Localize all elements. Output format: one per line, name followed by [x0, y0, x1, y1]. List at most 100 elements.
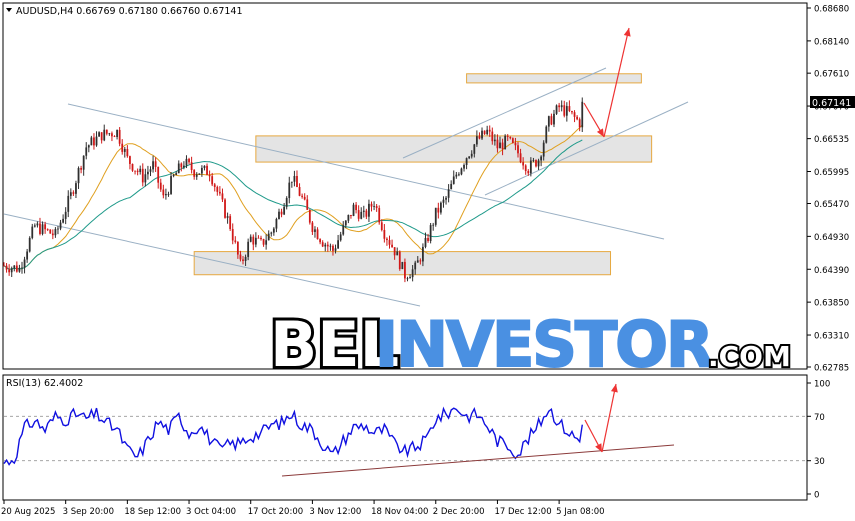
candle-body	[488, 129, 491, 132]
candle-body	[290, 181, 293, 183]
candle-body	[165, 194, 167, 196]
candle-body	[293, 175, 296, 182]
candle-body	[416, 260, 419, 263]
watermark-com: .COM	[708, 340, 791, 373]
candle-body	[360, 211, 363, 219]
candle-body	[72, 192, 75, 194]
candle-body	[404, 261, 406, 279]
candle-body	[118, 129, 121, 144]
watermark-logo: BEL INVESTOR .COM	[267, 305, 793, 384]
candle-body	[262, 239, 265, 245]
candle-body	[427, 238, 429, 242]
candle-body	[314, 229, 316, 232]
candle-body	[532, 160, 535, 161]
candle-body	[357, 210, 360, 219]
candle-body	[157, 166, 160, 183]
candle-body	[301, 195, 304, 197]
candle-body	[244, 256, 247, 261]
candle-body	[51, 233, 54, 236]
candle-body	[200, 167, 203, 174]
candle-body	[414, 262, 417, 270]
candle-body	[311, 222, 314, 232]
time-axis: 20 Aug 2025 3 Sep 20:00 18 Sep 12:00 3 Oct …	[1, 500, 605, 517]
candle-body	[162, 189, 165, 196]
candle-body	[368, 203, 370, 217]
candle-body	[506, 135, 509, 137]
candle-body	[383, 229, 386, 239]
candle-body	[429, 225, 432, 242]
candle-body	[326, 244, 329, 247]
candle-body	[231, 229, 234, 241]
price-tick-label: 0.64930	[814, 233, 849, 243]
candle-body	[198, 173, 201, 175]
candle-body	[121, 143, 124, 152]
candle-body	[208, 174, 211, 177]
candle-body	[352, 204, 355, 216]
candle-body	[481, 130, 483, 139]
candle-body	[28, 237, 31, 252]
candle-body	[26, 251, 29, 260]
price-tick-label: 0.63850	[814, 299, 849, 309]
candle-body	[195, 174, 198, 177]
candle-body	[362, 210, 365, 212]
candle-body	[134, 170, 136, 172]
candle-body	[254, 237, 257, 245]
price-tick-label: 0.66535	[814, 135, 849, 145]
candle-body	[206, 165, 208, 175]
time-tick-label: 5 Jan 08:00	[556, 507, 604, 517]
candle-body	[401, 261, 404, 270]
candle-body	[511, 138, 514, 143]
candle-body	[234, 240, 237, 242]
price-tick-label: 0.67610	[814, 70, 849, 80]
candle-body	[324, 244, 327, 247]
candle-body	[44, 224, 47, 230]
candle-body	[573, 112, 576, 117]
candle-body	[565, 106, 568, 116]
candle-body	[535, 160, 537, 167]
rsi-forecast-arrows	[584, 383, 618, 453]
candle-body	[167, 193, 170, 195]
candle-body	[100, 132, 103, 141]
candle-body	[131, 163, 134, 171]
last-price-tag: 0.67141	[810, 96, 855, 109]
candle-body	[211, 176, 214, 185]
candle-body	[447, 189, 450, 198]
time-tick-label: 3 Nov 12:00	[309, 507, 361, 517]
rsi-arrow-down-head	[595, 443, 602, 452]
rsi-tick-label: 0	[814, 491, 819, 501]
candle-body	[46, 229, 49, 231]
candle-body	[319, 239, 322, 243]
arrow-up-head	[623, 28, 631, 37]
last-price-label: 0.67141	[812, 98, 851, 109]
candle-body	[147, 171, 149, 175]
candle-body	[54, 229, 57, 236]
candle-body	[470, 153, 473, 157]
candle-body	[455, 174, 458, 177]
candle-body	[432, 224, 435, 226]
candle-body	[172, 174, 175, 177]
rsi-arrow-up-head	[610, 384, 618, 393]
candle-body	[475, 136, 478, 145]
candle-body	[337, 240, 339, 249]
candle-body	[504, 135, 507, 150]
candle-body	[90, 137, 93, 146]
candle-body	[123, 148, 126, 152]
candle-body	[285, 198, 288, 207]
candle-body	[316, 229, 319, 240]
candle-body	[558, 105, 561, 108]
candle-body	[306, 199, 309, 210]
candle-body	[491, 131, 494, 142]
candle-body	[21, 267, 23, 269]
candle-body	[149, 169, 152, 172]
candle-body	[288, 182, 291, 199]
candle-body	[563, 105, 566, 116]
candle-body	[15, 265, 18, 272]
price-tick-label: 0.68140	[814, 37, 849, 47]
candle-body	[247, 241, 250, 257]
candle-body	[213, 184, 216, 187]
candle-body	[221, 193, 224, 200]
candle-body	[560, 105, 563, 108]
candle-body	[445, 197, 447, 200]
time-tick-label: 2 Dec 20:00	[433, 507, 485, 517]
rsi-axis: 100 70 30 0	[807, 380, 830, 501]
